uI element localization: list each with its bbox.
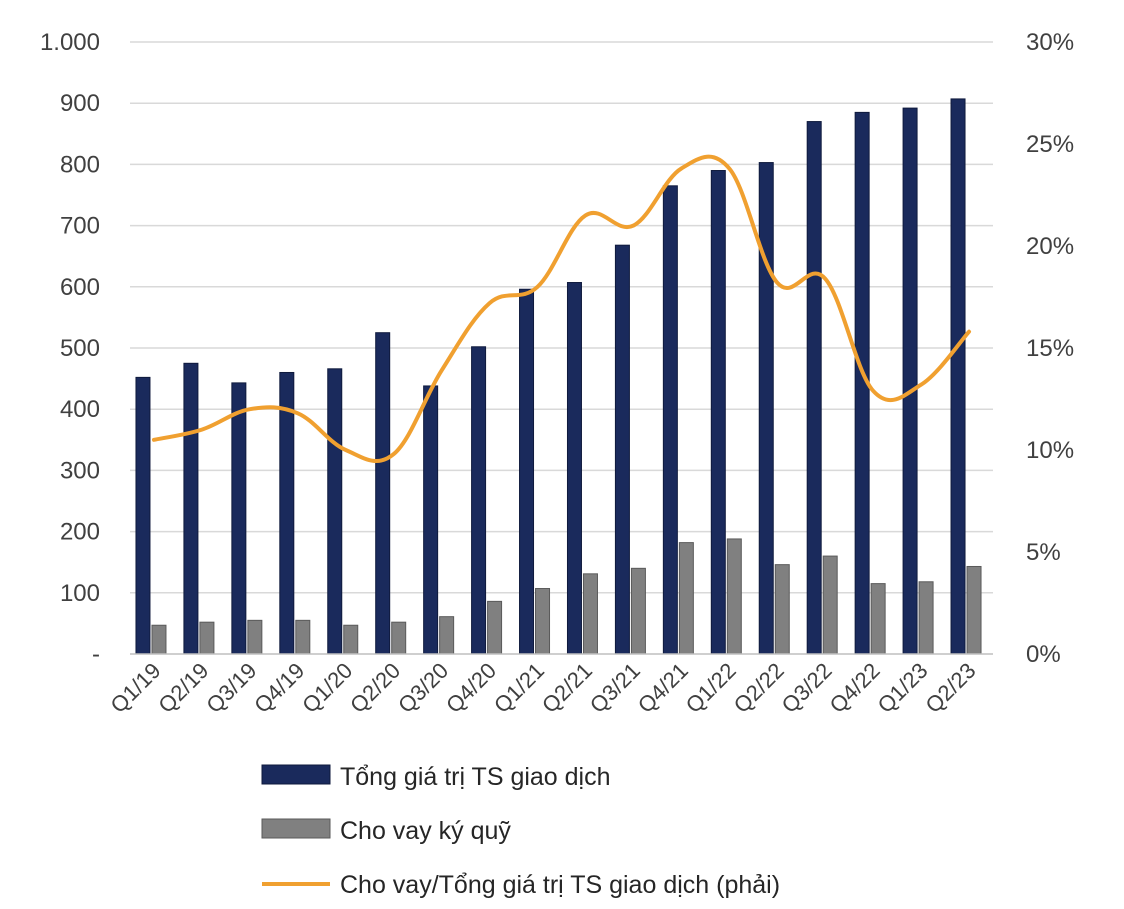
bar-total-asset-value bbox=[135, 376, 151, 655]
ratio-line-mark bbox=[151, 154, 972, 464]
category-label: Q4/20 bbox=[441, 658, 501, 718]
category-label: Q1/19 bbox=[105, 658, 165, 718]
category-label: Q1/23 bbox=[873, 658, 933, 718]
legend-label: Tổng giá trị TS giao dịch bbox=[340, 763, 611, 791]
bar-marks bbox=[135, 98, 982, 655]
left-tick-label: 200 bbox=[60, 519, 100, 546]
category-label: Q2/20 bbox=[345, 658, 405, 718]
line-margin-loan-ratio bbox=[151, 154, 972, 464]
bar-total-asset-value bbox=[375, 332, 391, 655]
category-label: Q2/21 bbox=[537, 658, 597, 718]
category-label: Q3/20 bbox=[393, 658, 453, 718]
category-labels: Q1/19Q2/19Q3/19Q4/19Q1/20Q2/20Q3/20Q4/20… bbox=[105, 658, 980, 718]
left-tick-label: 300 bbox=[60, 457, 100, 484]
bar-margin-loan bbox=[582, 573, 598, 655]
right-tick-label: 15% bbox=[1026, 335, 1074, 362]
bar-total-asset-value bbox=[471, 346, 487, 655]
bar-margin-loan bbox=[870, 583, 886, 655]
left-tick-label: 100 bbox=[60, 580, 100, 607]
bar-total-asset-value bbox=[662, 185, 678, 655]
category-label: Q2/19 bbox=[153, 658, 213, 718]
right-axis-ticks: 0% 5% 10% 15% 20% 25% 30% bbox=[1026, 29, 1074, 668]
category-label: Q4/19 bbox=[249, 658, 309, 718]
left-tick-label: 700 bbox=[60, 213, 100, 240]
category-label: Q3/22 bbox=[777, 658, 837, 718]
bar-margin-loan bbox=[774, 564, 790, 655]
bar-margin-loan bbox=[822, 555, 838, 655]
bar-margin-loan bbox=[966, 565, 982, 655]
category-label: Q1/20 bbox=[297, 658, 357, 718]
bar-margin-loan bbox=[630, 567, 646, 655]
bar-total-asset-value bbox=[183, 362, 199, 655]
bar-total-asset-value bbox=[566, 282, 582, 655]
bar-margin-loan bbox=[199, 621, 215, 655]
right-tick-label: 25% bbox=[1026, 131, 1074, 158]
bar-total-asset-value bbox=[614, 244, 630, 655]
bar-margin-loan bbox=[343, 624, 359, 655]
bar-total-asset-value bbox=[902, 107, 918, 655]
right-tick-label: 0% bbox=[1026, 641, 1061, 668]
left-tick-label: 400 bbox=[60, 396, 100, 423]
legend: Tổng giá trị TS giao dịch Cho vay ký quỹ C… bbox=[261, 763, 780, 899]
left-tick-label: - bbox=[92, 641, 100, 668]
category-label: Q3/21 bbox=[585, 658, 645, 718]
bar-margin-loan bbox=[391, 621, 407, 655]
bar-margin-loan bbox=[487, 600, 503, 655]
bar-margin-loan bbox=[918, 581, 934, 655]
left-axis-ticks: - 100 200 300 400 500 600 700 800 900 1.000 bbox=[40, 29, 100, 668]
bar-margin-loan bbox=[535, 588, 551, 655]
right-tick-label: 30% bbox=[1026, 29, 1074, 56]
bar-total-asset-value bbox=[279, 371, 295, 655]
bar-total-asset-value bbox=[327, 368, 343, 655]
left-tick-label: 800 bbox=[60, 151, 100, 178]
bar-margin-loan bbox=[151, 624, 167, 655]
bar-total-asset-value bbox=[231, 382, 247, 655]
category-label: Q4/22 bbox=[825, 658, 885, 718]
category-label: Q2/22 bbox=[729, 658, 789, 718]
bar-margin-loan bbox=[678, 542, 694, 655]
bar-margin-loan bbox=[726, 538, 742, 655]
category-label: Q3/19 bbox=[201, 658, 261, 718]
legend-label: Cho vay/Tổng giá trị TS giao dịch (phải) bbox=[340, 871, 780, 899]
right-tick-label: 20% bbox=[1026, 233, 1074, 260]
bar-margin-loan bbox=[295, 619, 311, 655]
bar-total-asset-value bbox=[950, 98, 966, 655]
category-label: Q1/22 bbox=[681, 658, 741, 718]
left-tick-label: 600 bbox=[60, 274, 100, 301]
bar-total-asset-value bbox=[710, 170, 726, 655]
legend-swatch bbox=[261, 818, 331, 839]
bar-total-asset-value bbox=[758, 162, 774, 655]
category-label: Q4/21 bbox=[633, 658, 693, 718]
left-tick-label: 500 bbox=[60, 335, 100, 362]
bar-margin-loan bbox=[247, 619, 263, 655]
bar-margin-loan bbox=[439, 616, 455, 655]
left-tick-label: 900 bbox=[60, 90, 100, 117]
bar-total-asset-value bbox=[806, 121, 822, 655]
bar-total-asset-value bbox=[423, 385, 439, 655]
category-label: Q1/21 bbox=[489, 658, 549, 718]
left-tick-label: 1.000 bbox=[40, 29, 100, 56]
legend-label: Cho vay ký quỹ bbox=[340, 817, 511, 845]
right-tick-label: 10% bbox=[1026, 437, 1074, 464]
category-label: Q2/23 bbox=[921, 658, 981, 718]
legend-swatch bbox=[261, 764, 331, 785]
bar-total-asset-value bbox=[519, 288, 535, 655]
right-tick-label: 5% bbox=[1026, 539, 1061, 566]
